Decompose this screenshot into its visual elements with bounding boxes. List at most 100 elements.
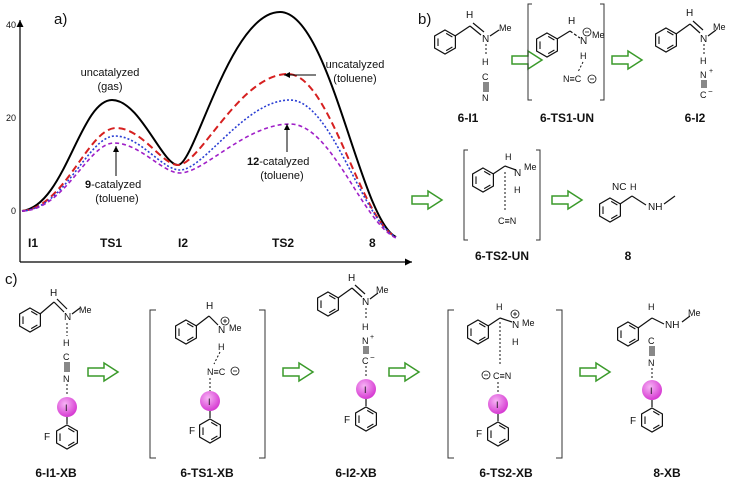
label-8: 8 bbox=[625, 249, 632, 263]
svg-text:H: H bbox=[568, 16, 575, 27]
label-6-TS1-XB: 6-TS1-XB bbox=[180, 466, 234, 480]
annot-9: 9-catalyzed bbox=[85, 179, 141, 191]
x-label-I2: I2 bbox=[178, 236, 188, 250]
svg-text:NH: NH bbox=[665, 320, 679, 331]
svg-text:F: F bbox=[344, 415, 350, 426]
svg-text:+: + bbox=[370, 334, 374, 341]
panel-label-b: b) bbox=[418, 11, 431, 28]
x-label-TS2: TS2 bbox=[272, 236, 294, 250]
annot-toluene-1: uncatalyzed bbox=[326, 59, 385, 71]
svg-text:H: H bbox=[206, 301, 213, 312]
arrow-c3 bbox=[388, 362, 420, 382]
panel-label-c: c) bbox=[5, 271, 18, 288]
svg-text:F: F bbox=[630, 416, 636, 427]
svg-text:Me: Me bbox=[713, 22, 726, 32]
curve-uncatalyzed-gas bbox=[21, 10, 397, 238]
svg-text:H: H bbox=[580, 51, 587, 61]
svg-text:N: N bbox=[512, 320, 519, 331]
svg-text:−: − bbox=[370, 353, 375, 362]
svg-text:F: F bbox=[44, 432, 50, 443]
svg-text:NH: NH bbox=[648, 202, 662, 213]
svg-text:Me: Me bbox=[376, 285, 389, 295]
arrow-b1 bbox=[511, 50, 543, 70]
mechanism-panel-b: b) H N Me H C N 6-I1 H N bbox=[411, 3, 726, 263]
svg-text:Me: Me bbox=[522, 318, 535, 328]
svg-text:F: F bbox=[189, 426, 195, 437]
svg-text:Me: Me bbox=[592, 30, 605, 40]
x-label-8: 8 bbox=[369, 236, 376, 250]
svg-text:C: C bbox=[63, 352, 70, 362]
svg-text:H: H bbox=[362, 322, 369, 332]
curve-12-catalyzed bbox=[21, 123, 397, 239]
label-6-TS2-UN: 6-TS2-UN bbox=[475, 249, 529, 263]
svg-text:H: H bbox=[512, 337, 519, 347]
annot-9-2: (toluene) bbox=[95, 193, 138, 205]
svg-text:C≡N: C≡N bbox=[493, 371, 511, 381]
svg-text:H: H bbox=[63, 338, 70, 348]
arrow-c2 bbox=[282, 362, 314, 382]
y-tick-0: 0 bbox=[11, 206, 16, 216]
arrow-c1 bbox=[87, 362, 119, 382]
svg-text:N: N bbox=[218, 325, 225, 336]
svg-text:H: H bbox=[496, 302, 503, 312]
label-6-I1-XB: 6-I1-XB bbox=[35, 466, 77, 480]
annot-toluene-2: (toluene) bbox=[333, 73, 376, 85]
svg-text:N: N bbox=[482, 34, 489, 45]
svg-text:H: H bbox=[686, 8, 693, 19]
structure-6-I1: H N Me H C N bbox=[434, 10, 512, 103]
y-tick-20: 20 bbox=[6, 113, 16, 123]
structure-6-I2: H N Me H N + C − bbox=[654, 8, 726, 100]
svg-text:N: N bbox=[63, 374, 70, 384]
svg-text:N≡C: N≡C bbox=[207, 367, 226, 377]
annot-gas-2: (gas) bbox=[97, 81, 122, 93]
energy-profile-panel: a) 40 20 0 uncatalyzed (gas) uncatalyzed… bbox=[6, 10, 412, 266]
structure-6-I1-XB: H N Me H C N I F bbox=[19, 288, 92, 450]
svg-text:N: N bbox=[362, 297, 369, 308]
label-6-I2: 6-I2 bbox=[685, 111, 706, 125]
svg-text:I: I bbox=[65, 403, 68, 413]
svg-text:N: N bbox=[700, 70, 707, 80]
svg-text:NC: NC bbox=[612, 182, 626, 193]
svg-text:H: H bbox=[50, 288, 57, 299]
curve-9-catalyzed bbox=[21, 99, 397, 238]
structure-6-TS2-UN: H N Me H C≡N bbox=[463, 149, 541, 241]
mechanism-panel-c: c) H N Me H C N I F 6-I1-XB bbox=[5, 271, 701, 480]
svg-text:H: H bbox=[218, 342, 225, 352]
svg-text:F: F bbox=[476, 429, 482, 440]
svg-text:I: I bbox=[496, 400, 499, 410]
annot-12-2: (toluene) bbox=[260, 170, 303, 182]
svg-text:C: C bbox=[362, 356, 369, 366]
svg-text:H: H bbox=[482, 57, 489, 67]
structure-8-XB: H NH Me C N I F bbox=[616, 302, 701, 433]
svg-text:Me: Me bbox=[79, 305, 92, 315]
svg-text:C: C bbox=[648, 336, 655, 346]
svg-text:C: C bbox=[482, 72, 489, 82]
svg-text:H: H bbox=[348, 273, 355, 284]
svg-text:H: H bbox=[505, 152, 512, 162]
label-8-XB: 8-XB bbox=[653, 466, 681, 480]
svg-text:Me: Me bbox=[524, 162, 537, 172]
svg-text:N: N bbox=[648, 358, 655, 368]
structure-6-I2-XB: H N Me H N + C − I F bbox=[317, 273, 389, 432]
arrow-b4 bbox=[551, 190, 583, 210]
label-6-TS2-XB: 6-TS2-XB bbox=[479, 466, 533, 480]
svg-text:Me: Me bbox=[499, 23, 512, 33]
svg-text:I: I bbox=[208, 397, 211, 407]
arrow-b2 bbox=[611, 50, 643, 70]
svg-text:H: H bbox=[648, 302, 655, 312]
svg-text:N: N bbox=[482, 93, 489, 103]
svg-text:Me: Me bbox=[229, 323, 242, 333]
svg-text:N: N bbox=[64, 312, 71, 323]
label-6-TS1-UN: 6-TS1-UN bbox=[540, 111, 594, 125]
label-6-I1: 6-I1 bbox=[458, 111, 479, 125]
arrow-b3 bbox=[411, 190, 443, 210]
structure-8: NC H NH bbox=[598, 182, 676, 223]
svg-text:I: I bbox=[364, 385, 367, 395]
svg-text:H: H bbox=[514, 185, 521, 195]
x-label-I1: I1 bbox=[28, 236, 38, 250]
svg-text:N≡C: N≡C bbox=[563, 74, 582, 84]
svg-text:C≡N: C≡N bbox=[498, 216, 516, 226]
structure-6-TS2-XB: H N Me H C≡N I F bbox=[447, 302, 563, 459]
label-6-I2-XB: 6-I2-XB bbox=[335, 466, 377, 480]
